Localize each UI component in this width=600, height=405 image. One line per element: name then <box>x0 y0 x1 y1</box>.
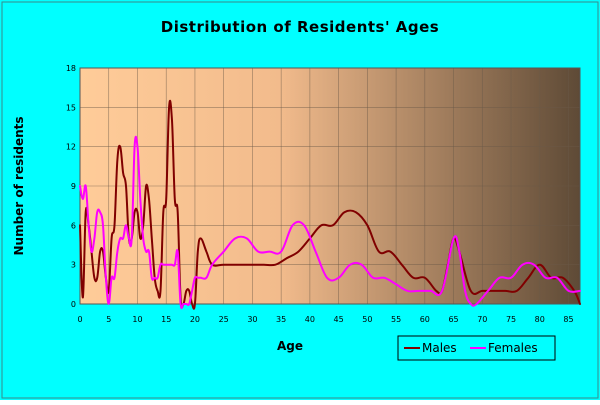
x-tick-label: 30 <box>247 315 257 324</box>
y-tick-label: 3 <box>71 261 76 270</box>
series-lines <box>79 99 581 310</box>
chart-title: Distribution of Residents' Ages <box>161 18 439 36</box>
y-tick-labels: 0 3 6 9 12 15 18 <box>66 64 76 309</box>
x-tick-label: 0 <box>77 315 82 324</box>
y-axis-label: Number of residents <box>12 116 26 255</box>
x-tick-label: 85 <box>563 315 573 324</box>
x-axis-label: Age <box>277 339 303 353</box>
x-tick-label: 50 <box>362 315 372 324</box>
x-tick-label: 15 <box>161 315 171 324</box>
x-tick-label: 55 <box>391 315 401 324</box>
x-tick-label: 60 <box>420 315 430 324</box>
series-line-females <box>79 135 581 310</box>
x-tick-label: 25 <box>219 315 229 324</box>
x-tick-label: 65 <box>448 315 458 324</box>
y-tick-label: 9 <box>71 182 76 191</box>
x-tick-label: 35 <box>276 315 286 324</box>
x-tick-label: 20 <box>190 315 200 324</box>
chart-border <box>1 1 599 399</box>
y-tick-label: 12 <box>66 143 76 152</box>
x-tick-label: 80 <box>535 315 545 324</box>
x-tick-label: 70 <box>477 315 487 324</box>
x-tick-label: 75 <box>506 315 516 324</box>
y-tick-label: 18 <box>66 64 76 73</box>
y-tick-label: 6 <box>71 221 76 230</box>
y-tick-label: 0 <box>71 300 76 309</box>
x-tick-label: 40 <box>305 315 315 324</box>
y-tick-label: 15 <box>66 103 76 112</box>
legend-label-females: Females <box>488 341 538 355</box>
x-tick-label: 5 <box>106 315 111 324</box>
legend-box <box>397 335 556 361</box>
x-tick-label: 10 <box>132 315 142 324</box>
legend: Males Females <box>397 335 556 361</box>
legend-label-males: Males <box>422 341 457 355</box>
x-tick-label: 45 <box>334 315 344 324</box>
x-tick-labels: 0 5 10 15 20 25 30 35 40 45 50 55 60 65 70 75 80 85 <box>77 315 573 324</box>
